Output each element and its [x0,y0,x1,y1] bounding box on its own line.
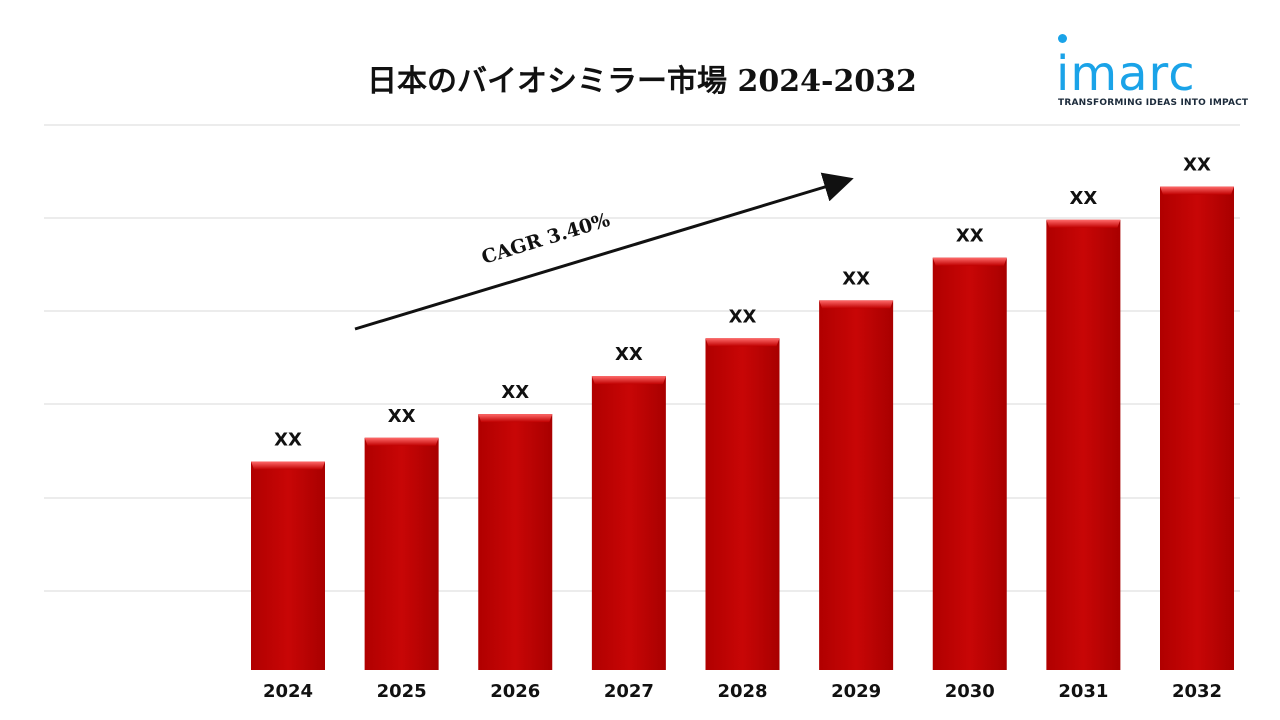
x-tick-2027: 2027 [604,681,654,702]
bar-top-bevel [364,437,439,446]
logo-wordmark: imarc [1056,46,1196,102]
bar-2024 [251,461,325,670]
bar-body [1046,219,1121,671]
bar-body [251,461,325,670]
logo-tagline: TRANSFORMING IDEAS INTO IMPACT [1058,98,1249,108]
bar-2027 [591,376,666,670]
bar-body [1160,186,1234,670]
x-tick-2029: 2029 [831,681,881,702]
x-axis-labels: 2024 2025 2026 2027 2028 2029 2030 2031 2032 [263,681,1222,702]
bar-top-bevel [478,414,553,423]
chart-title: 日本のバイオシミラー市場 2024-2032 [367,64,917,99]
bar-body [819,300,894,670]
imarc-logo: imarc TRANSFORMING IDEAS INTO IMPACT [1052,30,1248,112]
x-tick-2026: 2026 [490,681,540,702]
x-tick-2031: 2031 [1058,681,1108,702]
bar-2025 [364,437,439,670]
bar-body [591,376,666,670]
data-labels: XX XX XX XX XX XX XX XX XX [274,155,1211,451]
logo-dot-icon [1058,34,1067,43]
data-label-2030: XX [956,226,984,247]
data-label-2028: XX [729,306,757,327]
bar-2028 [705,338,780,670]
x-tick-2032: 2032 [1172,681,1222,702]
bar-body [705,338,780,670]
bar-body [364,437,439,670]
bar-2031 [1046,219,1121,671]
cagr-arrow [354,172,854,331]
data-label-2024: XX [274,429,302,450]
bar-2030 [932,257,1007,670]
bar-top-bevel [705,338,780,347]
bars [251,186,1234,671]
bar-2032 [1160,186,1234,670]
data-label-2029: XX [842,268,870,289]
bar-body [478,414,553,670]
x-tick-2030: 2030 [945,681,995,702]
bar-body [932,257,1007,670]
bar-2026 [478,414,553,670]
x-tick-2025: 2025 [377,681,427,702]
bar-top-bevel [591,376,666,385]
bar-top-bevel [819,300,894,309]
x-tick-2024: 2024 [263,681,313,702]
bar-top-bevel [932,257,1007,266]
bar-2029 [819,300,894,670]
data-label-2032: XX [1183,155,1211,176]
x-tick-2028: 2028 [717,681,767,702]
data-label-2026: XX [501,382,529,403]
bar-top-bevel [1046,219,1121,228]
data-label-2025: XX [388,406,416,427]
bar-top-bevel [1160,186,1234,195]
data-label-2031: XX [1069,188,1097,209]
bar-top-bevel [251,461,325,470]
data-label-2027: XX [615,344,643,365]
